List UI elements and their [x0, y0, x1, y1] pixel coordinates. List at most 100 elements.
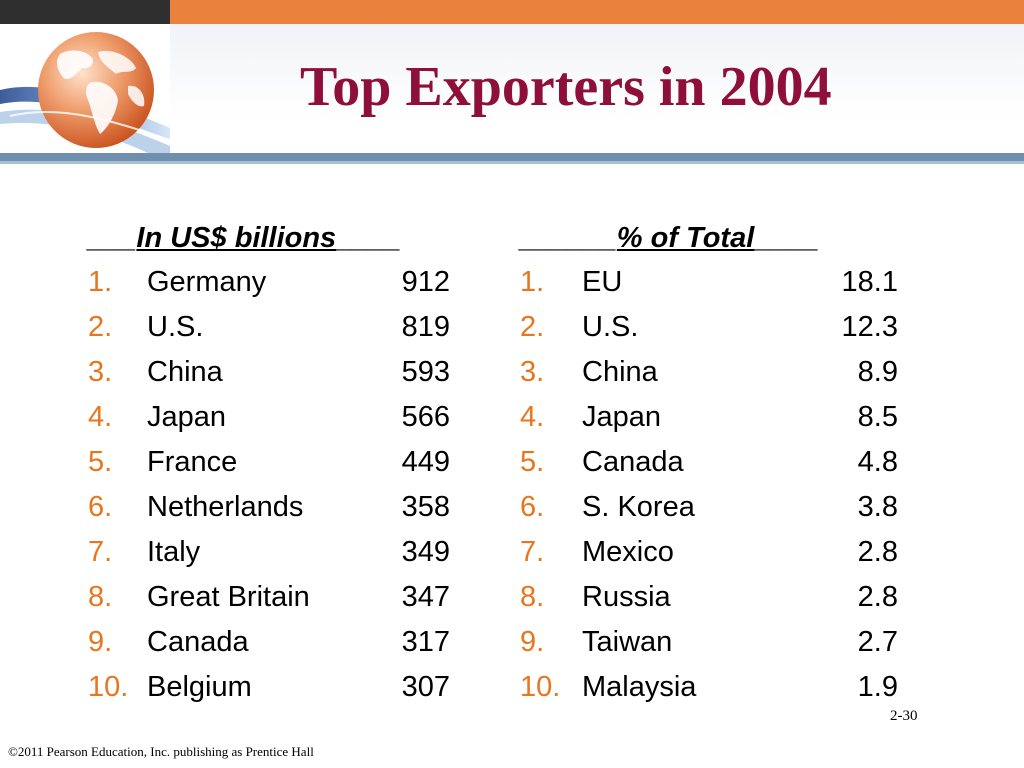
- rank-number: 6.: [88, 491, 113, 523]
- percent-value: 1.9: [857, 671, 898, 703]
- list-item: 10. Belgium 307: [88, 665, 488, 710]
- percent-value: 2.8: [857, 536, 898, 568]
- list-item: 9. Taiwan 2.7: [520, 620, 910, 665]
- export-value: 819: [401, 311, 450, 343]
- list-item: 6. Netherlands 358: [88, 485, 488, 530]
- rank-number: 3.: [520, 356, 545, 388]
- rank-number: 4.: [520, 401, 545, 433]
- list-item: 8. Russia 2.8: [520, 575, 910, 620]
- rank-number: 9.: [520, 626, 545, 658]
- right-table-percent-total: ______% of Total____ 1. EU 18.1 2. U.S. 12.3…: [520, 216, 910, 710]
- list-item: 4. Japan 566: [88, 395, 488, 440]
- export-value: 358: [401, 491, 450, 523]
- country-name: Japan: [147, 401, 227, 433]
- left-table-us-billions: ___In US$ billions____ 1. Germany 912 2. U.…: [88, 216, 488, 710]
- country-name: Malaysia: [582, 671, 697, 703]
- percent-value: 8.5: [857, 401, 898, 433]
- rank-number: 10.: [520, 671, 561, 703]
- rank-number: 7.: [88, 536, 113, 568]
- rank-number: 10.: [88, 671, 129, 703]
- rank-number: 6.: [520, 491, 545, 523]
- list-item: 7. Mexico 2.8: [520, 530, 910, 575]
- rank-number: 8.: [88, 581, 113, 613]
- top-dark-bar: [0, 0, 170, 24]
- country-name: U.S.: [582, 311, 639, 343]
- rank-number: 3.: [88, 356, 113, 388]
- globe-icon: [0, 24, 171, 154]
- country-name: Canada: [147, 626, 249, 658]
- percent-value: 2.8: [857, 581, 898, 613]
- rank-number: 1.: [88, 266, 113, 298]
- country-name: China: [582, 356, 658, 388]
- percent-value: 8.9: [857, 356, 898, 388]
- country-name: Belgium: [147, 671, 252, 703]
- header-underscore-pre: ___: [88, 222, 137, 254]
- header-divider-bar: [0, 153, 1024, 161]
- country-name: Netherlands: [147, 491, 304, 523]
- list-item: 3. China 593: [88, 350, 488, 395]
- list-item: 1. Germany 912: [88, 260, 488, 305]
- rank-number: 5.: [88, 446, 113, 478]
- rank-number: 4.: [88, 401, 113, 433]
- export-value: 317: [401, 626, 450, 658]
- rank-number: 2.: [88, 311, 113, 343]
- header-underscore-post: ____: [754, 222, 819, 254]
- export-value: 912: [401, 266, 450, 298]
- country-name: U.S.: [147, 311, 204, 343]
- right-table-header: ______% of Total____: [520, 216, 910, 260]
- list-item: 3. China 8.9: [520, 350, 910, 395]
- list-item: 2. U.S. 819: [88, 305, 488, 350]
- rank-number: 2.: [520, 311, 545, 343]
- header-label: % of Total: [616, 222, 755, 254]
- percent-value: 18.1: [841, 266, 898, 298]
- list-item: 4. Japan 8.5: [520, 395, 910, 440]
- rank-number: 1.: [520, 266, 545, 298]
- export-value: 449: [401, 446, 450, 478]
- country-name: EU: [582, 266, 623, 298]
- export-value: 307: [401, 671, 450, 703]
- list-item: 2. U.S. 12.3: [520, 305, 910, 350]
- list-item: 10. Malaysia 1.9: [520, 665, 910, 710]
- country-name: Japan: [582, 401, 662, 433]
- export-value: 347: [401, 581, 450, 613]
- list-item: 9. Canada 317: [88, 620, 488, 665]
- list-item: 5. Canada 4.8: [520, 440, 910, 485]
- slide-title: Top Exporters in 2004: [300, 56, 832, 118]
- header-label: In US$ billions: [136, 222, 337, 254]
- export-value: 566: [401, 401, 450, 433]
- country-name: Mexico: [582, 536, 674, 568]
- country-name: Italy: [147, 536, 201, 568]
- list-item: 1. EU 18.1: [520, 260, 910, 305]
- export-value: 593: [401, 356, 450, 388]
- percent-value: 3.8: [857, 491, 898, 523]
- list-item: 6. S. Korea 3.8: [520, 485, 910, 530]
- country-name: Taiwan: [582, 626, 673, 658]
- page-number: 2-30: [890, 708, 918, 724]
- list-item: 8. Great Britain 347: [88, 575, 488, 620]
- rank-number: 8.: [520, 581, 545, 613]
- country-name: China: [147, 356, 223, 388]
- country-name: France: [147, 446, 238, 478]
- percent-value: 12.3: [841, 311, 898, 343]
- country-name: Great Britain: [147, 581, 310, 613]
- header-divider-thin: [0, 161, 1024, 164]
- list-item: 5. France 449: [88, 440, 488, 485]
- list-item: 7. Italy 349: [88, 530, 488, 575]
- globe-illustration: [0, 32, 171, 154]
- percent-value: 2.7: [857, 626, 898, 658]
- percent-value: 4.8: [857, 446, 898, 478]
- rank-number: 5.: [520, 446, 545, 478]
- country-name: Russia: [582, 581, 671, 613]
- left-table-header: ___In US$ billions____: [88, 216, 488, 260]
- country-name: S. Korea: [582, 491, 695, 523]
- header-underscore-pre: ______: [520, 222, 617, 254]
- header-underscore-post: ____: [336, 222, 401, 254]
- country-name: Germany: [147, 266, 267, 298]
- rank-number: 9.: [88, 626, 113, 658]
- rank-number: 7.: [520, 536, 545, 568]
- copyright-footer: ©2011 Pearson Education, Inc. publishing…: [8, 744, 314, 759]
- export-value: 349: [401, 536, 450, 568]
- top-orange-bar: [170, 0, 1024, 24]
- country-name: Canada: [582, 446, 684, 478]
